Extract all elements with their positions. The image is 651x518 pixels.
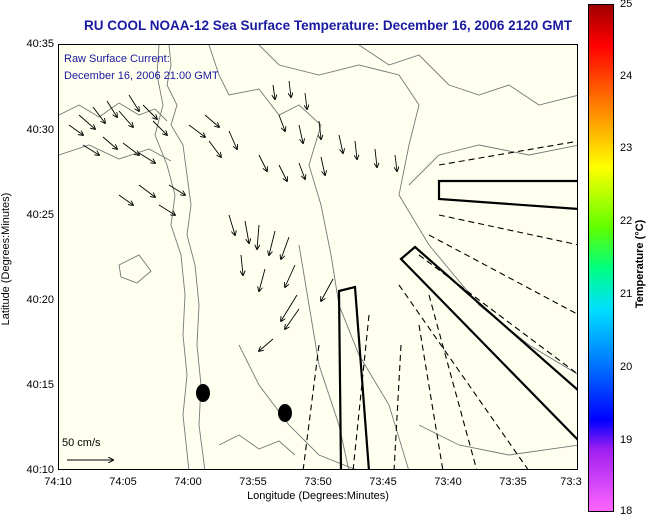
radar-site-polygons	[337, 179, 577, 469]
xtick-label: 73:45	[369, 476, 397, 488]
coastline-contours	[59, 45, 577, 469]
colorbar-tick: 21	[620, 288, 633, 300]
colorbar-tick: 22	[620, 215, 633, 227]
xtick-label: 74:00	[174, 476, 202, 488]
map-plot-area[interactable]	[58, 44, 578, 470]
surface-current-vectors	[68, 80, 397, 351]
station-markers	[196, 384, 292, 422]
colorbar-tick: 24	[620, 70, 633, 82]
ytick-label: 40:15	[26, 379, 54, 391]
xtick-label: 73:40	[434, 476, 462, 488]
colorbar-tick: 19	[620, 434, 633, 446]
ytick-label: 40:30	[26, 124, 54, 136]
colorbar-tick: 18	[620, 505, 633, 517]
xtick-label: 73:35	[499, 476, 527, 488]
ytick-label: 40:35	[26, 38, 54, 50]
ytick-label: 40:25	[26, 209, 54, 221]
colorbar-label: Temperature (°C)	[634, 219, 646, 309]
scale-label: 50 cm/s	[62, 437, 101, 449]
xtick-label: 74:05	[109, 476, 137, 488]
xtick-label: 73:50	[304, 476, 332, 488]
legend-line-1: Raw Surface Current:	[64, 53, 170, 65]
y-axis-label: Latitude (Degrees:Minutes)	[0, 192, 12, 326]
ytick-label: 40:20	[26, 294, 54, 306]
xtick-label: 73:55	[239, 476, 267, 488]
temperature-colorbar	[588, 4, 614, 512]
x-axis-label: Longitude (Degrees:Minutes)	[247, 490, 389, 502]
map-canvas	[59, 45, 577, 469]
ytick-label: 40:10	[26, 464, 54, 476]
legend-line-2: December 16, 2006 21:00 GMT	[64, 70, 219, 82]
xtick-label: 73:3	[560, 476, 582, 488]
colorbar-tick: 23	[620, 142, 633, 154]
colorbar-tick: 20	[620, 361, 633, 373]
xtick-label: 74:10	[44, 476, 72, 488]
radar-beam-lines	[302, 140, 577, 469]
colorbar-tick: 25	[620, 0, 633, 10]
map-title: RU COOL NOAA-12 Sea Surface Temperature:…	[84, 18, 572, 33]
